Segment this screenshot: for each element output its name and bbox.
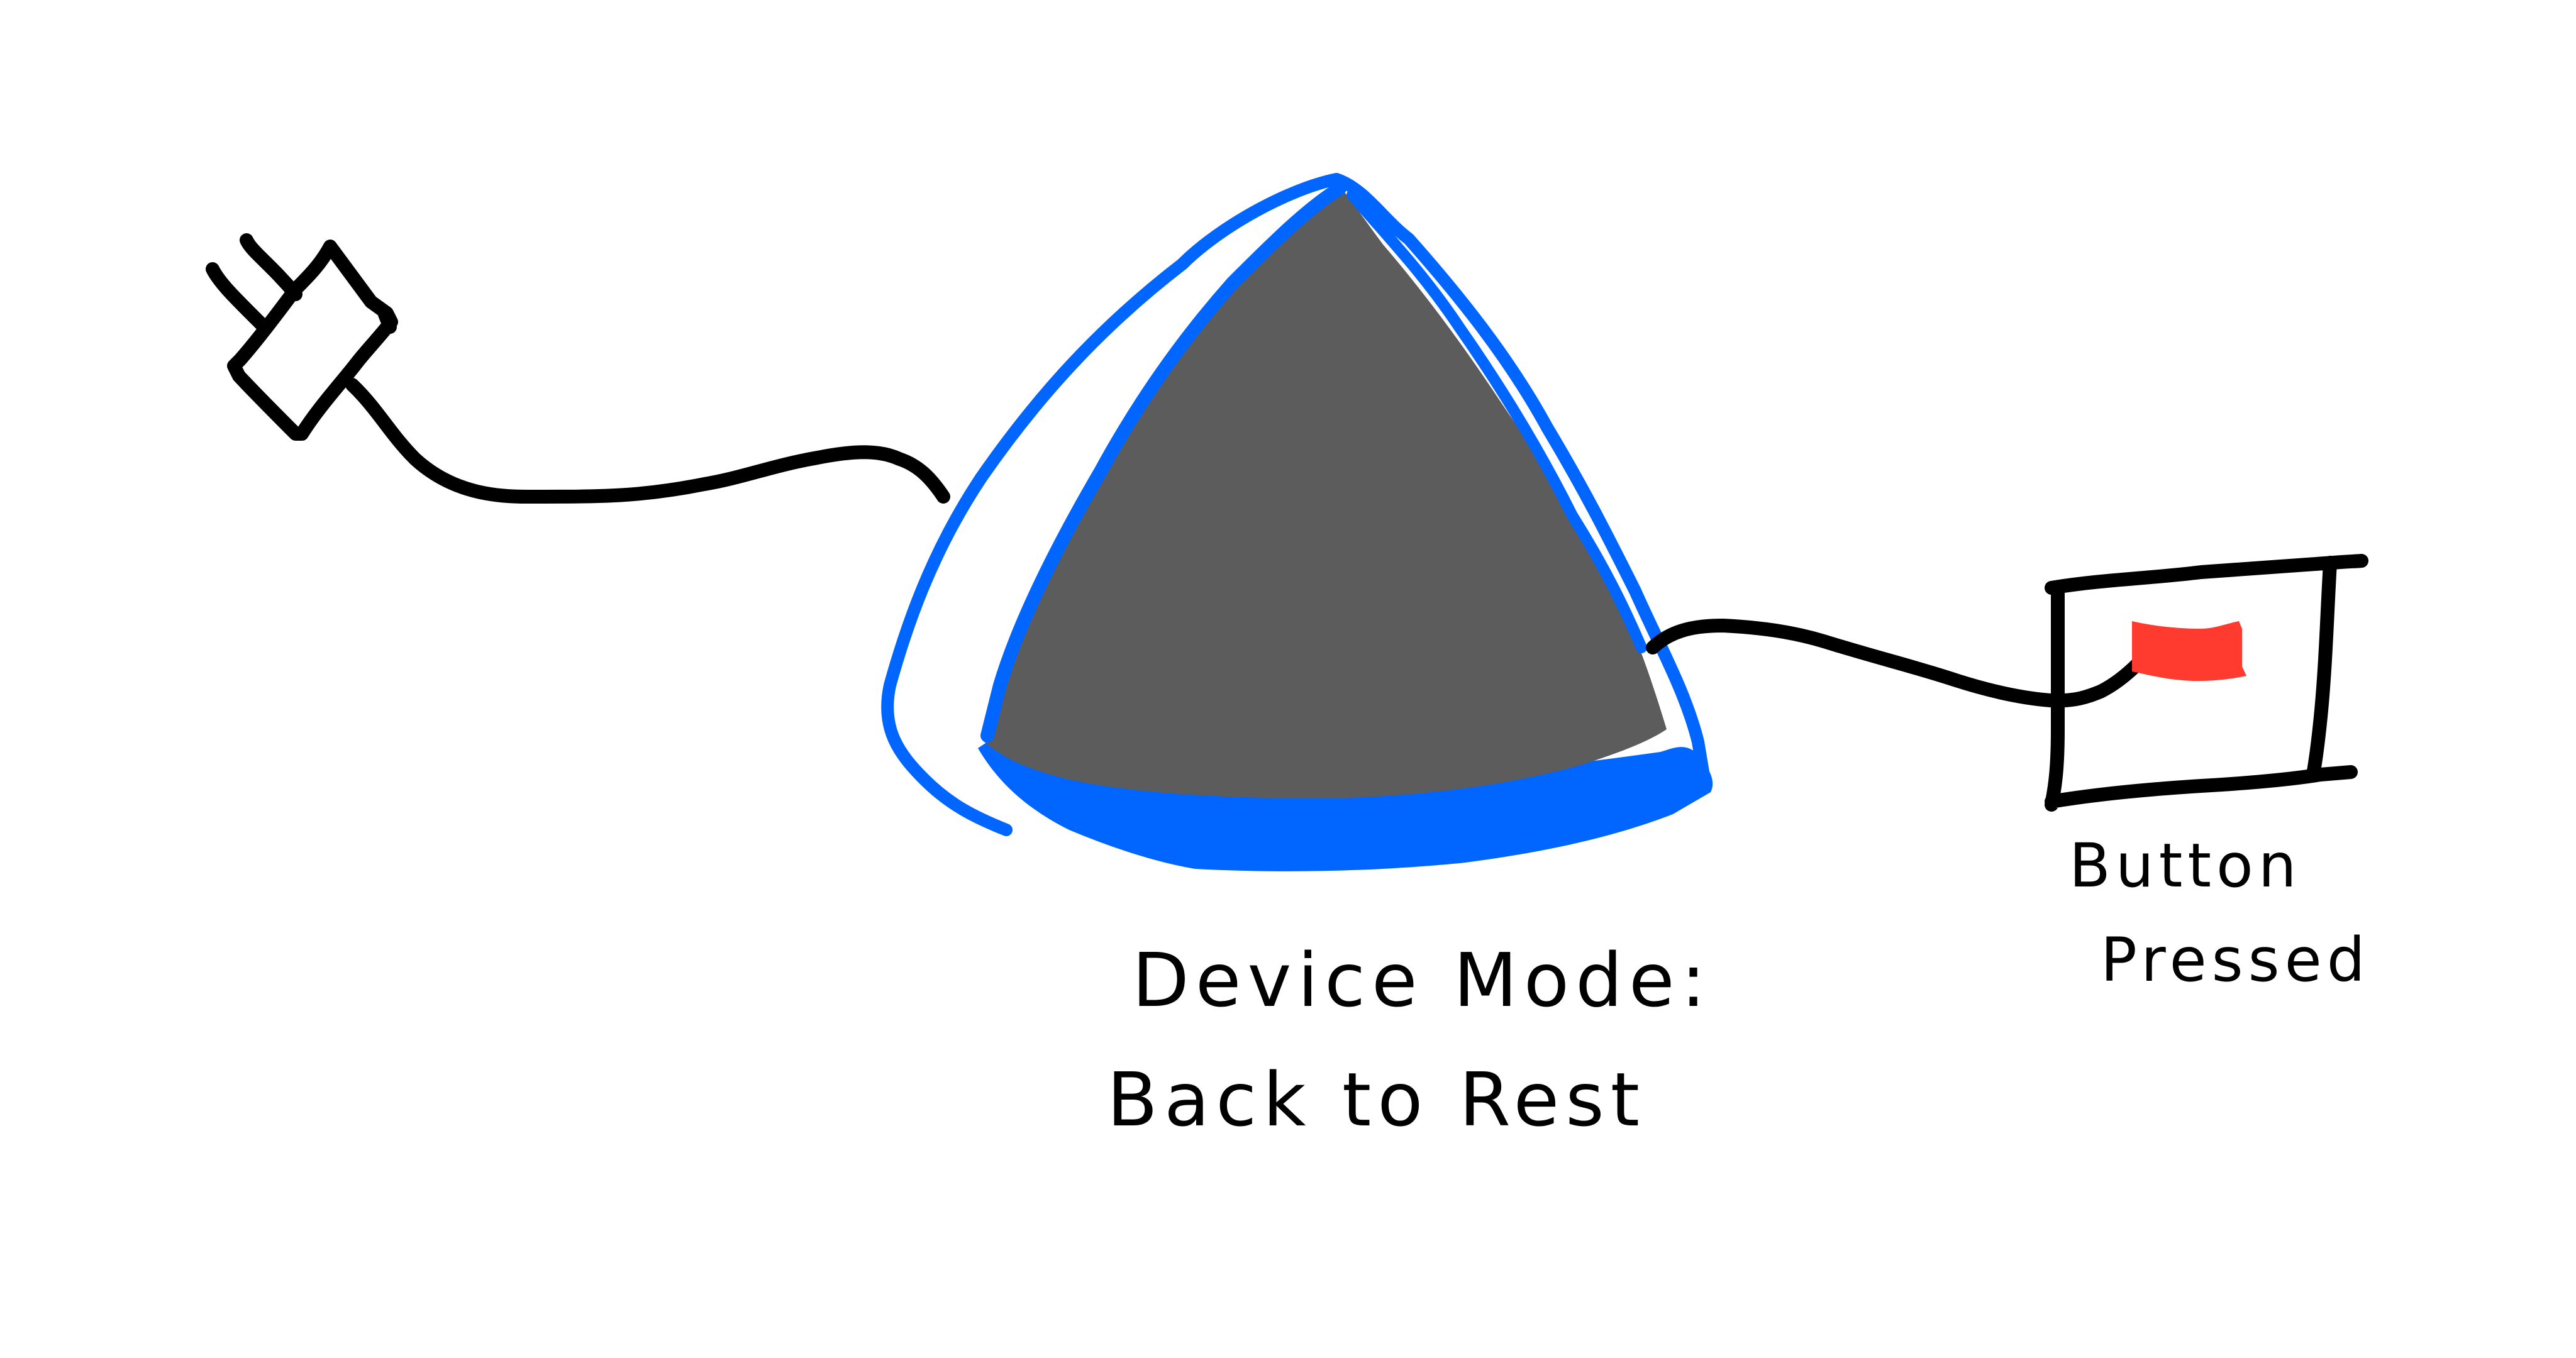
plug-prong-lower [206,262,271,334]
button-frame [2045,554,2368,812]
plug-prong-upper [240,233,303,301]
button-indicator [2132,621,2246,682]
device [881,173,1713,871]
power-cable [345,378,950,504]
device-mode-label-line2: Back to Rest [1107,1056,1646,1143]
push-button[interactable] [2045,554,2368,812]
button-state-label-line2: Pressed [2101,925,2370,995]
button-state-label-line1: Button [2069,831,2302,901]
device-inner-edge-right [1346,189,1647,653]
plug-cap [378,307,397,334]
power-plug-icon [206,233,398,441]
plug-body [227,240,398,441]
button-cable [1646,619,2145,708]
device-inner-edge [980,182,1346,742]
device-mode-label-line1: Device Mode: [1132,937,1712,1024]
device-body [984,192,1667,798]
